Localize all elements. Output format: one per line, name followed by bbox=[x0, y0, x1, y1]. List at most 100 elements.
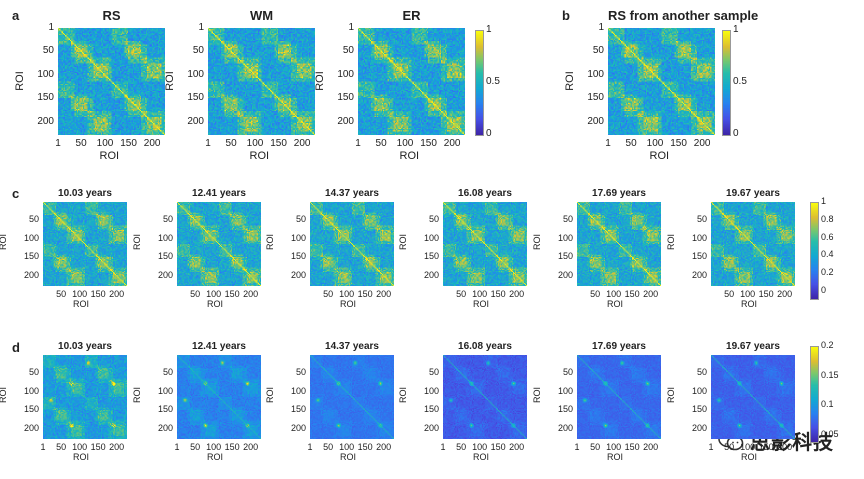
row-c-0-x-tick: 50 bbox=[56, 289, 67, 299]
row-d-0-y-tick: 100 bbox=[23, 385, 39, 396]
row-d-0-x-tick: 200 bbox=[109, 442, 125, 452]
row-c-5-y-tick: 50 bbox=[696, 214, 707, 225]
row-a-wm-x-tick: 100 bbox=[246, 138, 264, 149]
row-d-3-x-tick: 150 bbox=[490, 442, 506, 452]
colorbar-d-tick: 0.1 bbox=[821, 399, 834, 410]
row-c-2-y-tick: 50 bbox=[295, 214, 306, 225]
colorbar-c-tick: 0.8 bbox=[821, 213, 834, 224]
matrix-wm bbox=[208, 28, 315, 135]
row-b-x-tick: 1 bbox=[605, 138, 611, 149]
panel-letter-a: a bbox=[12, 8, 20, 23]
matrix-c-0 bbox=[43, 202, 127, 286]
row-c-3-title: 16.08 years bbox=[458, 188, 512, 199]
row-c-4-x-tick: 200 bbox=[643, 289, 659, 299]
row-d-2-y-label: ROI bbox=[265, 386, 276, 404]
row-d-4-title: 17.69 years bbox=[592, 341, 646, 352]
row-d-0-y-tick: 50 bbox=[28, 367, 39, 378]
row-d-3-y-tick: 100 bbox=[423, 385, 439, 396]
colorbar-c-tick: 0 bbox=[821, 284, 827, 295]
matrix-c-5 bbox=[711, 202, 795, 286]
row-a-rs-y-tick: 1 bbox=[48, 22, 54, 33]
row-d-2-title: 14.37 years bbox=[325, 341, 379, 352]
row-c-1-title: 12.41 years bbox=[192, 188, 246, 199]
row-c-0-x-tick: 100 bbox=[72, 289, 88, 299]
matrix-d-5 bbox=[711, 355, 795, 439]
row-d-1-y-tick: 100 bbox=[157, 385, 173, 396]
row-d-3-y-tick: 150 bbox=[423, 404, 439, 415]
row-c-2-y-label: ROI bbox=[265, 233, 276, 251]
row-d-5-y-tick: 150 bbox=[691, 404, 707, 415]
row-c-4-y-tick: 200 bbox=[557, 269, 573, 280]
matrix-c-3 bbox=[443, 202, 527, 286]
colorbar-d-tick: 0.15 bbox=[821, 369, 839, 380]
row-a-rs-y-tick: 50 bbox=[42, 45, 54, 57]
row-d-3-title: 16.08 years bbox=[458, 341, 512, 352]
row-d-4-x-tick: 100 bbox=[606, 442, 622, 452]
row-c-1-x-tick: 100 bbox=[206, 289, 222, 299]
colorbar-d-tick: 0.2 bbox=[821, 340, 834, 350]
row-a-wm-x-label: ROI bbox=[249, 150, 270, 162]
row-b-x-label: ROI bbox=[649, 150, 670, 162]
row-d-4-y-tick: 50 bbox=[562, 367, 573, 378]
panel-letter-d: d bbox=[12, 340, 20, 355]
row-d-2-y-tick: 200 bbox=[290, 422, 306, 433]
row-c-4-x-tick: 100 bbox=[606, 289, 622, 299]
row-c-3-x-tick: 150 bbox=[490, 289, 506, 299]
row-c-5-x-tick: 150 bbox=[758, 289, 774, 299]
row-b-x-tick: 100 bbox=[646, 138, 664, 149]
panel-letter-c: c bbox=[12, 186, 20, 201]
row-d-5-x-tick: 200 bbox=[777, 442, 793, 452]
row-d-3-y-tick: 50 bbox=[428, 367, 439, 378]
row-a-er-y-tick: 100 bbox=[337, 68, 354, 80]
row-d-5-x-tick: 50 bbox=[724, 442, 735, 452]
matrix-c-1 bbox=[177, 202, 261, 286]
row-c-3-x-label: ROI bbox=[473, 299, 490, 309]
row-a-rs-title: RS bbox=[102, 8, 121, 23]
row-c-0-y-label: ROI bbox=[0, 233, 9, 251]
row-c-2-title: 14.37 years bbox=[325, 188, 379, 199]
row-c-4-y-tick: 50 bbox=[562, 214, 573, 225]
row-d-1-y-label: ROI bbox=[132, 386, 143, 404]
matrix-er bbox=[358, 28, 465, 135]
row-b-y-tick: 100 bbox=[587, 68, 604, 80]
row-c-0-y-tick: 200 bbox=[23, 269, 39, 280]
row-a-wm-y-tick: 1 bbox=[198, 22, 204, 33]
row-a-er-y-tick: 200 bbox=[337, 115, 354, 127]
row-b-x-tick: 200 bbox=[693, 138, 711, 149]
row-d-1-y-tick: 50 bbox=[162, 367, 173, 378]
row-a-wm-y-tick: 50 bbox=[192, 45, 204, 57]
row-d-1-x-tick: 150 bbox=[224, 442, 240, 452]
row-c-1-y-tick: 50 bbox=[162, 214, 173, 225]
row-a-rs-x-tick: 50 bbox=[75, 138, 87, 149]
row-c-2-x-tick: 200 bbox=[376, 289, 392, 299]
row-d-5-x-label: ROI bbox=[741, 452, 758, 462]
row-d-2-y-tick: 50 bbox=[295, 367, 306, 378]
row-a-rs-y-label: ROI bbox=[13, 70, 26, 91]
row-a-rs-x-tick: 100 bbox=[96, 138, 114, 149]
matrix-d-4 bbox=[577, 355, 661, 439]
row-c-5-y-label: ROI bbox=[666, 233, 677, 251]
row-c-3-y-label: ROI bbox=[398, 233, 409, 251]
row-a-wm-y-tick: 200 bbox=[187, 115, 204, 127]
row-d-2-x-tick: 50 bbox=[323, 442, 334, 452]
row-d-0-title: 10.03 years bbox=[58, 341, 112, 352]
colorbar-a bbox=[475, 30, 484, 136]
row-d-1-title: 12.41 years bbox=[192, 341, 246, 352]
row-d-3-x-label: ROI bbox=[473, 452, 490, 462]
row-c-0-title: 10.03 years bbox=[58, 188, 112, 199]
row-d-2-x-tick: 1 bbox=[307, 442, 313, 452]
row-a-er-x-tick: 50 bbox=[375, 138, 387, 149]
row-d-1-x-tick: 1 bbox=[174, 442, 180, 452]
row-a-wm-x-tick: 1 bbox=[205, 138, 211, 149]
row-d-1-y-tick: 150 bbox=[157, 404, 173, 415]
row-b-y-tick: 50 bbox=[592, 45, 604, 57]
row-d-4-x-tick: 200 bbox=[643, 442, 659, 452]
row-c-3-x-tick: 200 bbox=[509, 289, 525, 299]
row-d-5-title: 19.67 years bbox=[726, 341, 780, 352]
row-a-er-x-tick: 150 bbox=[420, 138, 437, 149]
row-d-3-y-label: ROI bbox=[398, 386, 409, 404]
row-c-1-x-tick: 50 bbox=[190, 289, 201, 299]
row-d-3-x-tick: 1 bbox=[440, 442, 446, 452]
row-c-1-x-label: ROI bbox=[207, 299, 224, 309]
row-c-4-y-tick: 100 bbox=[557, 232, 573, 243]
